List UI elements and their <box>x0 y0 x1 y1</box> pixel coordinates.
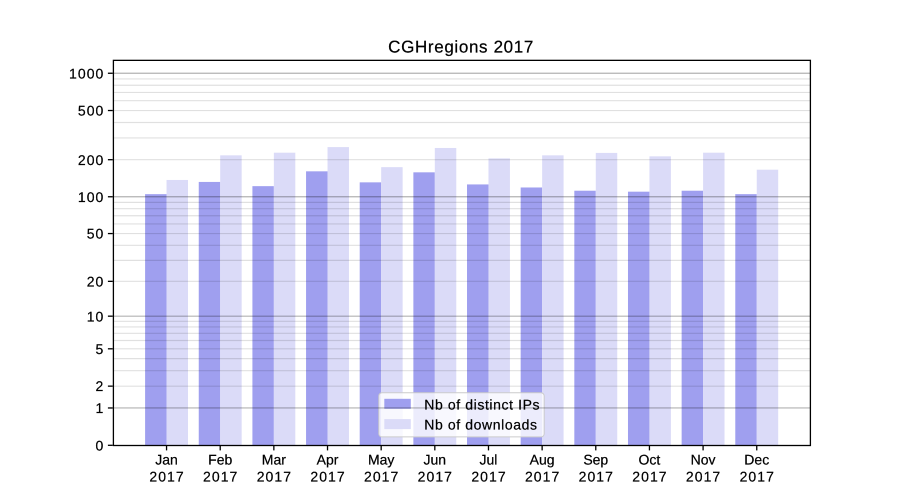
svg-text:2017: 2017 <box>579 468 614 484</box>
svg-text:2017: 2017 <box>525 468 560 484</box>
svg-text:5: 5 <box>96 341 105 357</box>
svg-text:Nov: Nov <box>691 452 716 468</box>
svg-text:Dec: Dec <box>744 452 769 468</box>
svg-text:100: 100 <box>78 189 105 205</box>
svg-text:2017: 2017 <box>149 468 184 484</box>
svg-text:Aug: Aug <box>530 452 555 468</box>
svg-text:500: 500 <box>78 103 105 119</box>
svg-text:Oct: Oct <box>639 452 661 468</box>
svg-text:Nb of downloads: Nb of downloads <box>424 417 537 433</box>
svg-text:Apr: Apr <box>317 452 339 468</box>
svg-text:Nb of distinct IPs: Nb of distinct IPs <box>424 396 540 412</box>
svg-text:50: 50 <box>87 226 105 242</box>
svg-text:2017: 2017 <box>203 468 238 484</box>
svg-text:2017: 2017 <box>632 468 667 484</box>
svg-text:Jun: Jun <box>424 452 447 468</box>
svg-text:Sep: Sep <box>583 452 608 468</box>
svg-text:2017: 2017 <box>740 468 775 484</box>
svg-text:Feb: Feb <box>208 452 232 468</box>
svg-text:2: 2 <box>96 378 105 394</box>
svg-text:CGHregions 2017: CGHregions 2017 <box>388 37 534 56</box>
svg-text:2017: 2017 <box>471 468 506 484</box>
svg-text:2017: 2017 <box>257 468 292 484</box>
svg-text:1: 1 <box>96 400 105 416</box>
svg-text:2017: 2017 <box>364 468 399 484</box>
svg-text:10: 10 <box>87 308 105 324</box>
svg-text:2017: 2017 <box>418 468 453 484</box>
svg-text:20: 20 <box>87 273 105 289</box>
svg-text:Jul: Jul <box>480 452 498 468</box>
svg-text:Mar: Mar <box>262 452 286 468</box>
svg-text:2017: 2017 <box>310 468 345 484</box>
svg-text:200: 200 <box>78 152 105 168</box>
svg-text:May: May <box>368 452 394 468</box>
svg-text:1000: 1000 <box>69 65 104 81</box>
svg-text:2017: 2017 <box>686 468 721 484</box>
svg-text:Jan: Jan <box>155 452 178 468</box>
svg-text:0: 0 <box>96 437 105 453</box>
